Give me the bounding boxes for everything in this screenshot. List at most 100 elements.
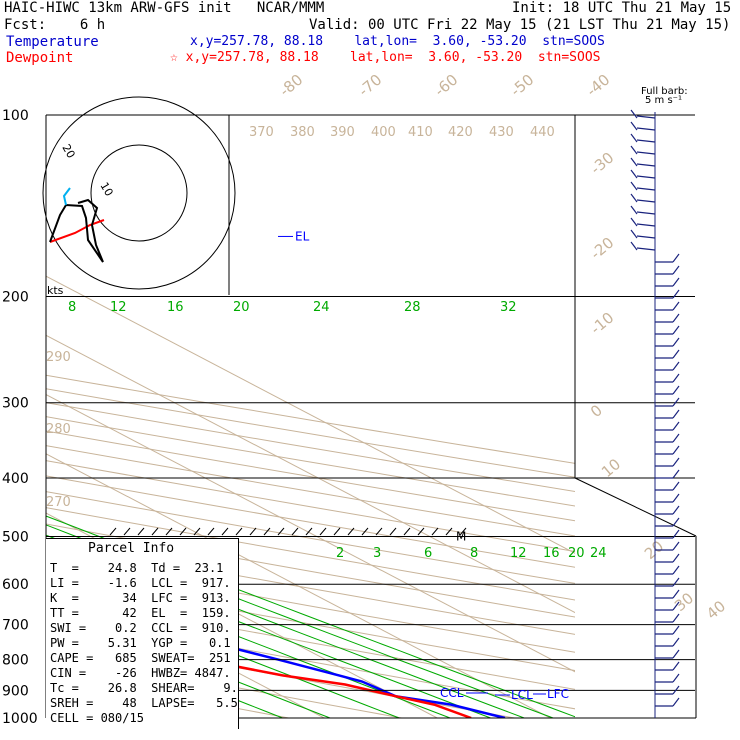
temperature-tick-label: -20 (587, 234, 617, 264)
temperature-tick-label: -60 (431, 71, 461, 101)
pressure-tick-label: 400 (2, 471, 29, 487)
hatch-mark (291, 527, 299, 536)
hodograph-trace-mid (49, 198, 104, 263)
parcel-row: CAPE = 685 SWEAT= 251 (50, 651, 231, 665)
hatch-mark (319, 527, 327, 536)
wind-barb-flag (672, 289, 680, 299)
hatch-mark (235, 527, 243, 536)
mixing-ratio-tick-label: 24 (313, 300, 330, 315)
theta-tick-label: 290 (46, 350, 71, 365)
hatch-mark (193, 527, 201, 536)
parcel-row: CELL = 080/15 (50, 711, 144, 725)
wind-barb-flag (630, 241, 638, 251)
forecast-hour: Fcst: 6 h (4, 17, 106, 33)
wind-barb-flag (672, 253, 680, 263)
hatch-mark (263, 527, 271, 536)
wind-barb-flag (672, 337, 680, 347)
hatch-mark (417, 527, 425, 536)
theta-tick-label: 430 (489, 125, 514, 140)
wind-barb-flag (672, 517, 680, 527)
hodograph-trace-low (49, 219, 105, 243)
parcel-row: Tc = 26.8 SHEAR= 9. (50, 681, 238, 695)
theta-tick-label: 390 (330, 125, 355, 140)
hatch-mark (403, 527, 411, 536)
wind-barb-flag (672, 613, 680, 623)
temperature-tick-label: -50 (507, 71, 537, 101)
pressure-tick-label: 700 (2, 618, 29, 634)
hatch-mark (305, 527, 313, 536)
pressure-tick-label: 800 (2, 653, 29, 669)
wind-barb-flag (672, 361, 680, 371)
wind-barb-flag (672, 565, 680, 575)
mixing-ratio-tick-label: 2 (336, 546, 344, 561)
wind-barb-flag (672, 385, 680, 395)
isotherm-line (46, 334, 575, 614)
dewpoint-location: ☆ x,y=257.78, 88.18 lat,lon= 3.60, -53.2… (170, 50, 601, 65)
wind-barb-flag (672, 649, 680, 659)
pressure-tick-label: 100 (2, 108, 29, 124)
hodograph-inner-ring (90, 144, 188, 242)
theta-tick-label: 440 (530, 125, 555, 140)
wind-barb-flag (672, 505, 680, 515)
wind-barb-flag (672, 541, 680, 551)
wind-barb-flag (672, 661, 680, 671)
parcel-row: SWI = 0.2 CCL = 910. (50, 621, 231, 635)
hatch-mark (207, 527, 215, 536)
wind-barb-flag (672, 409, 680, 419)
wind-barb-flag (630, 181, 638, 191)
init-time: Init: 18 UTC Thu 21 May 15 (512, 0, 732, 16)
wind-barb-flag (630, 169, 638, 179)
wind-barb-flag (672, 637, 680, 647)
isotherm-line (46, 512, 438, 718)
melting-level-label: M (456, 529, 466, 543)
temperature-tick-label: -80 (276, 71, 306, 101)
hatch-mark (375, 527, 383, 536)
mixing-ratio-tick-label: 8 (68, 300, 76, 315)
mixing-ratio-tick-label: 8 (470, 546, 478, 561)
wind-barb-shaft (636, 175, 656, 179)
dewpoint-legend: Dewpoint (6, 50, 74, 66)
hatch-mark (179, 527, 187, 536)
parcel-row: LI = -1.6 LCL = 917. (50, 576, 231, 590)
temperature-profile-line (46, 597, 506, 718)
mixing-ratio-tick-label: 32 (500, 300, 517, 315)
wind-barb-shaft (636, 199, 656, 203)
hodograph-trace-upper (62, 187, 71, 206)
parcel-row: T = 24.8 Td = 23.1 (50, 561, 224, 575)
wind-barb-flag (672, 325, 680, 335)
right-axis-bend (574, 477, 697, 537)
mixing-ratio-tick-label: 16 (167, 300, 184, 315)
wind-barb-flag (672, 469, 680, 479)
el-label: EL (295, 229, 310, 243)
wind-barb-flag (630, 205, 638, 215)
pressure-tick-label: 900 (2, 683, 29, 699)
parcel-row: K = 34 LFC = 913. (50, 591, 231, 605)
pressure-tick-label: 600 (2, 577, 29, 593)
theta-tick-label: 370 (249, 125, 274, 140)
temperature-tick-label: -70 (355, 71, 385, 101)
wind-barb-flag (672, 349, 680, 359)
hatch-mark (249, 527, 257, 536)
pressure-tick-label: 500 (2, 529, 29, 545)
temperature-tick-label: -40 (583, 71, 613, 101)
dry-adiabat-line (46, 593, 575, 690)
wind-barb-flag (672, 421, 680, 431)
hatch-mark (151, 527, 159, 536)
wind-barb-flag (630, 217, 638, 227)
wind-barb-flag (672, 433, 680, 443)
wind-barb-flag (630, 109, 638, 119)
wind-barb-flag (672, 481, 680, 491)
wind-barb-shaft (636, 115, 656, 119)
hodograph-ring-label: 10 (97, 180, 115, 199)
wind-barb-flag (672, 301, 680, 311)
wind-barb-shaft (636, 247, 656, 251)
wind-barb-flag (672, 397, 680, 407)
parcel-row: PW = 5.31 YGP = 0.1 (50, 636, 231, 650)
wind-barb-flag (672, 697, 680, 707)
mixing-ratio-tick-label: 20 (568, 546, 585, 561)
wind-barb-shaft (636, 223, 656, 227)
isotherm-line (46, 394, 575, 673)
wind-barb-flag (630, 145, 638, 155)
wind-barb-shaft (636, 139, 656, 143)
wind-barb-flag (672, 277, 680, 287)
